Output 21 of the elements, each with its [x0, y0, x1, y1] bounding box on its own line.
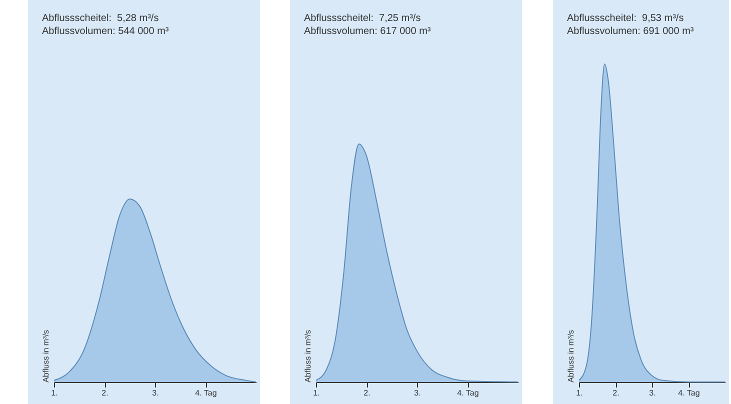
y-axis-title: Abfluss in m³/s: [304, 330, 312, 382]
x-tick-label: 2.: [364, 388, 370, 398]
x-tick-label: 3.: [649, 388, 656, 398]
x-tick-label: 2.: [612, 388, 620, 398]
y-axis-title: Abfluss in m³/s: [566, 330, 576, 382]
text: Abflussscheitel: 9,53 m³/s: [567, 13, 684, 24]
text: Abflussvolumen: 617 000 m³: [304, 26, 431, 37]
y-axis-title: Abfluss in m³/s: [42, 330, 50, 382]
x-tick-label: 4. Tag: [678, 388, 700, 398]
x-tick-label: 1.: [51, 388, 58, 398]
x-tick-label: 1.: [313, 388, 320, 398]
x-tick-label: 3.: [414, 388, 421, 398]
x-tick-label: 4. Tag: [195, 388, 217, 398]
x-tick-label: 3.: [152, 388, 159, 398]
text: Abflussscheitel: 7,25 m³/s: [304, 13, 421, 24]
x-tick-label: 2.: [102, 388, 108, 398]
text: Abflussvolumen: 544 000 m³: [42, 26, 169, 37]
x-tick-label: 1.: [576, 388, 583, 398]
x-tick-label: 4. Tag: [457, 388, 479, 398]
text: Abflussscheitel: 5,28 m³/s: [42, 13, 159, 24]
text: Abflussvolumen: 691 000 m³: [567, 26, 694, 37]
